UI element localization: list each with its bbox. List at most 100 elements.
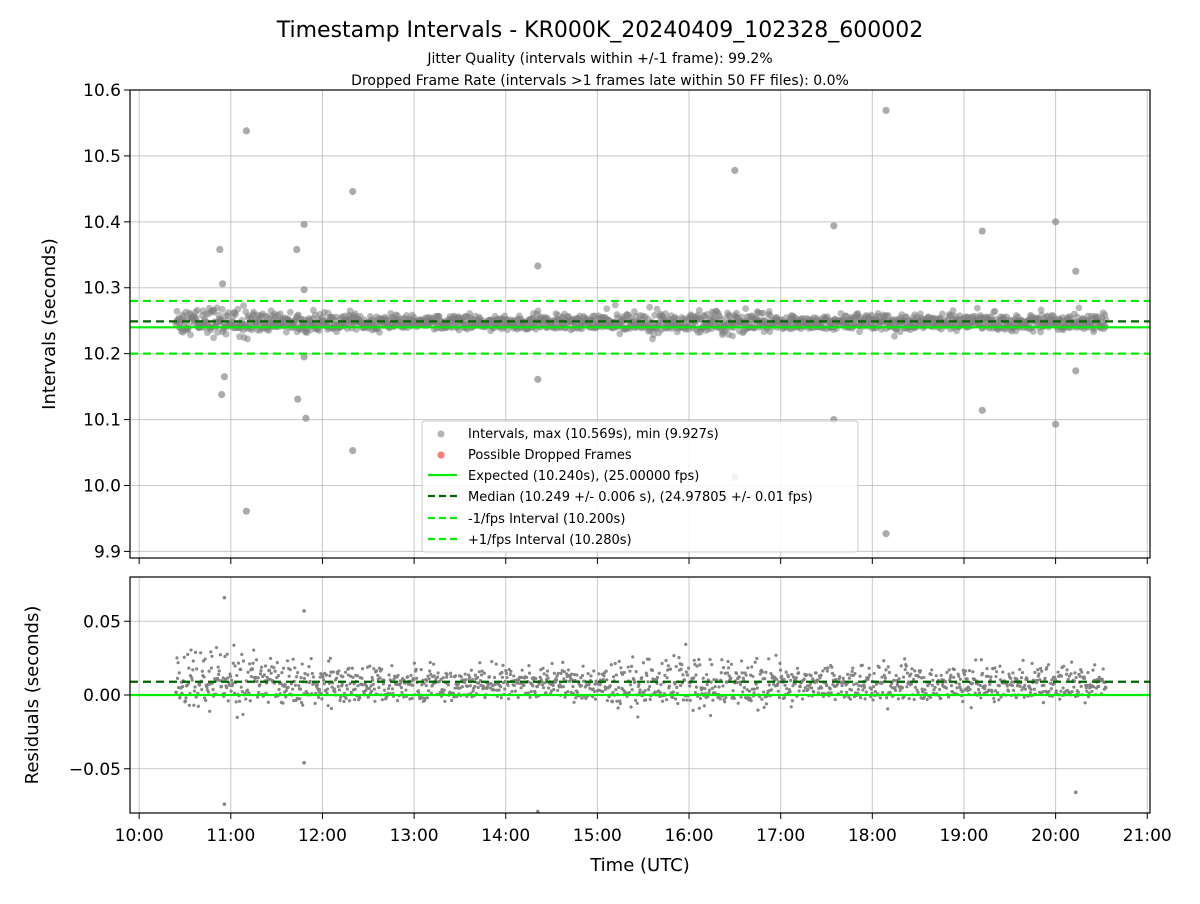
residual-point [1040,669,1044,673]
interval-outlier-point [1052,420,1060,428]
residual-point [679,683,683,688]
interval-outlier-point [242,507,250,515]
residual-point [460,685,464,689]
residual-point [794,676,798,680]
residual-point [175,656,179,660]
x-axis-label: Time (UTC) [589,855,690,876]
residual-point [183,699,188,703]
residual-point [760,670,765,674]
residual-point [499,685,503,689]
residual-point [930,683,934,687]
residual-point [793,682,797,686]
residual-point [1030,661,1034,666]
residual-point [767,683,771,687]
residual-point [950,690,955,694]
residual-point [411,683,415,687]
residual-point [643,689,647,693]
residual-point [874,682,879,686]
residual-point [311,675,316,679]
residual-point [245,688,250,692]
residual-point [567,679,572,684]
residual-point [751,674,755,678]
residual-point [860,663,864,667]
residual-point [1001,670,1005,674]
residual-point [386,691,390,695]
residual-point [679,667,683,671]
residual-point [627,690,631,695]
residual-point [658,691,662,695]
residual-point [932,688,936,692]
residual-point [755,656,759,661]
residual-point [630,664,634,669]
residual-point [231,661,235,665]
residual-point [674,697,678,701]
residual-point [835,682,840,687]
residual-point [701,676,705,680]
residual-point [912,677,916,681]
residual-point [1011,671,1015,675]
residual-point [372,687,376,691]
residual-point [892,678,896,683]
residual-point [510,689,514,694]
residual-point [930,668,934,672]
residual-point [663,673,667,677]
residual-point [425,696,430,700]
residual-point [294,675,299,679]
interval-point [991,307,999,315]
interval-point [884,312,892,319]
residual-point [883,676,888,680]
residual-point [648,685,652,689]
residual-point [563,695,567,699]
interval-outlier-point [534,375,542,383]
residual-point [945,670,949,674]
residual-point [345,683,349,688]
residual-point [710,686,714,690]
residual-point [1050,678,1054,682]
residual-point [1052,682,1056,686]
x-tick-label: 11:00 [206,826,255,846]
residual-point [652,678,656,682]
residual-point [760,697,764,701]
residual-point [450,698,454,703]
residual-point [426,674,430,678]
residual-point [844,690,849,694]
residual-point [268,656,273,661]
residual-point [187,703,191,707]
residual-point [540,680,544,684]
residual-point [390,687,395,691]
interval-point [234,305,242,313]
residual-point [1005,684,1009,688]
residual-point [556,688,560,693]
residual-point [368,664,372,668]
residual-point [429,672,433,676]
residual-point [501,663,505,667]
residual-point [936,682,940,686]
residual-point [1062,664,1066,668]
residual-point [191,668,195,672]
residual-point [866,675,871,680]
residual-point [729,662,734,666]
residual-point [1041,690,1045,694]
residual-point [196,704,200,708]
residual-point [881,690,885,695]
residual-point [250,667,255,671]
interval-point [974,304,981,312]
residual-point [993,689,998,693]
residual-point [562,677,566,681]
y-tick-label: 10.2 [83,345,121,365]
residual-point [988,682,992,686]
residual-point [367,686,371,691]
residual-point [254,658,259,662]
residual-point [997,684,1002,688]
residual-point [819,673,823,677]
residual-point [748,696,752,700]
residual-point [717,685,721,689]
residual-point [857,684,861,688]
residual-point [963,669,968,673]
residual-point [966,685,970,689]
residual-point [1042,683,1046,687]
residual-point [424,684,428,688]
residual-point [685,673,690,677]
residual-point [952,675,956,679]
residual-point [705,682,709,687]
